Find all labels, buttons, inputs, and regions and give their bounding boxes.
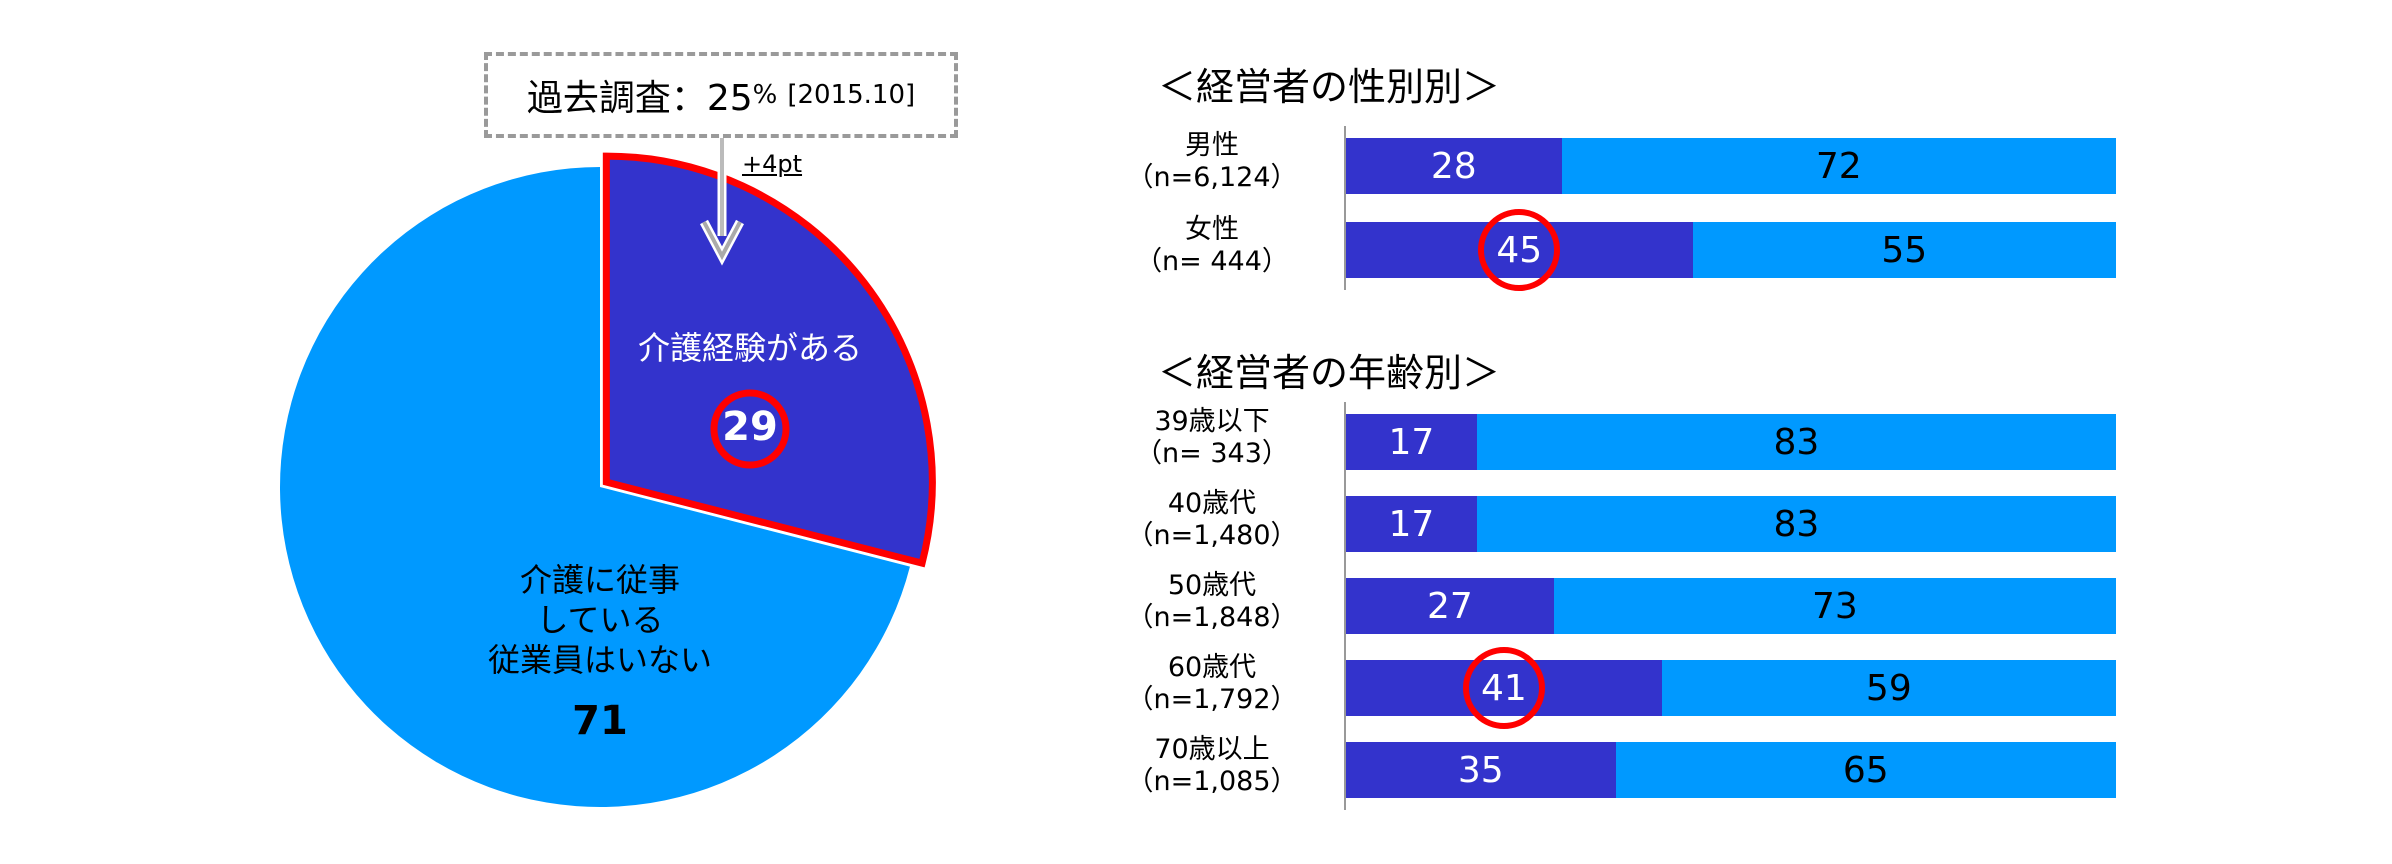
bar-segment-light: 65 [1615,742,2116,798]
bar-value-label: 55 [1881,229,1928,271]
category-label: 70歳以上 （n=1,085） [1082,734,1342,798]
pie-slice-no-employees [279,167,910,808]
category-name: 50歳代 [1167,570,1257,601]
bar-value-label: 45 [1478,209,1560,291]
bar-segment-light: 55 [1692,222,2116,278]
bar-value-label: 83 [1773,421,1820,463]
pie-label-care-experience: 介護経験がある [637,329,862,367]
bar-segment-dark: 17 [1346,414,1477,470]
bar-value-label: 28 [1430,145,1477,187]
category-label: 39歳以下 （n= 343） [1082,406,1342,470]
past-survey-date: [2015.10] [787,80,916,110]
bar-value-label: 72 [1815,145,1862,187]
category-name: 40歳代 [1167,488,1257,519]
category-n: （n= 343） [1135,438,1289,469]
bar-segment-dark: 27 [1346,578,1554,634]
pie-value-care-experience: 29 [722,404,778,450]
category-name: 男性 [1185,130,1239,161]
category-label: 60歳代 （n=1,792） [1082,652,1342,716]
section-title-age: ＜経営者の年齢別＞ [1158,351,1501,395]
highlight-circle-pie [710,389,790,469]
category-name: 39歳以下 [1154,406,1270,437]
bar-value-label: 73 [1812,585,1858,627]
bar-value-label: 17 [1388,503,1435,545]
bar-segment-light: 83 [1476,414,2116,470]
past-survey-box: 過去調査：25% [2015.10] [484,52,958,138]
bar-value-label: 41 [1462,647,1545,729]
bar-value-label: 17 [1388,421,1435,463]
pie-value-no-employees: 71 [572,698,628,744]
bar-value-label: 65 [1842,749,1889,791]
bar-segment-dark: 35 [1346,742,1616,798]
bar-segment-dark: 28 [1346,138,1562,194]
category-name: 70歳以上 [1154,734,1270,765]
pie-slice-care-experience [602,152,936,568]
delta-label: +4pt [742,150,803,178]
bar-value-label: 83 [1773,503,1820,545]
bar-segment-dark: 17 [1346,496,1477,552]
bar-value-label: 35 [1457,749,1504,791]
axis-line [1344,126,1346,290]
category-n: （n=1,848） [1126,602,1298,633]
bar-segment-dark: 41 [1346,647,1662,729]
category-label: 40歳代 （n=1,480） [1082,488,1342,552]
category-n: （n=1,792） [1126,684,1298,715]
bar-segment-light: 59 [1661,660,2116,716]
pie-label-line: 介護に従事 [519,561,680,599]
section-title-gender: ＜経営者の性別別＞ [1158,65,1501,109]
category-name: 60歳代 [1167,652,1257,683]
category-n: （n=1,480） [1126,520,1298,551]
axis-line [1344,402,1346,810]
pie-label-no-employees: 介護に従事 している 従業員はいない [420,560,780,680]
category-n: （n= 444） [1135,246,1289,277]
category-label: 女性 （n= 444） [1082,214,1342,278]
pie-label-line: している [536,601,664,639]
bar-value-label: 27 [1427,585,1473,627]
past-survey-unit: % [752,80,778,110]
past-survey-main: 過去調査：25 [526,78,753,119]
category-n: （n=6,124） [1126,162,1298,193]
arrow-head-icon-fill [702,221,742,261]
bar-segment-light: 83 [1476,496,2116,552]
pie-chart [279,138,936,808]
category-name: 女性 [1185,214,1239,245]
bar-segment-light: 73 [1553,578,2116,634]
category-label: 男性 （n=6,124） [1082,130,1342,194]
bar-segment-dark: 45 [1346,209,1693,291]
bar-value-label: 59 [1865,667,1912,709]
pie-label-line: 従業員はいない [487,641,712,679]
bar-segment-light: 72 [1561,138,2116,194]
category-label: 50歳代 （n=1,848） [1082,570,1342,634]
category-n: （n=1,085） [1126,766,1298,797]
